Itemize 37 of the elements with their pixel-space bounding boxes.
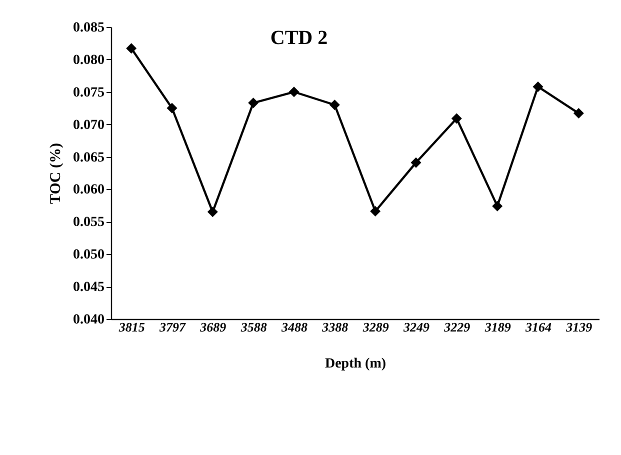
x-tick-label: 3189 (484, 320, 512, 334)
point (573, 108, 584, 119)
y-tick-label: 0.055 (73, 215, 104, 230)
y-tick-label: 0.075 (73, 85, 104, 100)
point (451, 113, 462, 124)
y-tick-label: 0.045 (73, 280, 104, 296)
point (248, 98, 259, 108)
y-tick-label: 0.040 (73, 312, 104, 328)
x-tick-label: 3229 (443, 320, 471, 334)
point (288, 86, 300, 98)
y-tick-label: 0.080 (73, 52, 104, 68)
point (532, 81, 544, 92)
x-tick-label: 3797 (158, 320, 186, 334)
x-tick-label: 3289 (362, 320, 390, 334)
x-tick-label: 3164 (524, 320, 552, 334)
y-tick-label: 0.050 (73, 248, 104, 263)
x-tick-label: 3689 (199, 320, 227, 334)
point (207, 206, 218, 218)
x-tick-label: 3139 (565, 320, 593, 334)
x-tick-label: 3588 (240, 320, 268, 334)
point (410, 157, 422, 168)
x-tick-label: 3249 (402, 320, 430, 334)
y-tick-label: 0.070 (73, 118, 104, 133)
point (492, 200, 503, 212)
point (370, 206, 381, 217)
y-tick-label: 0.065 (73, 150, 104, 166)
point (126, 43, 137, 54)
y-axis-title: TOC (%) (48, 143, 64, 204)
chart-title: CTD 2 (270, 27, 328, 49)
x-tick-label: 3815 (118, 320, 146, 334)
point (329, 100, 340, 110)
y-tick-label: 0.060 (73, 182, 104, 198)
x-tick-label: 3388 (321, 320, 349, 334)
x-tick-label: 3488 (280, 320, 308, 334)
point (166, 102, 178, 114)
x-axis-title: Depth (m) (324, 356, 386, 372)
y-tick-label: 0.085 (73, 20, 104, 36)
